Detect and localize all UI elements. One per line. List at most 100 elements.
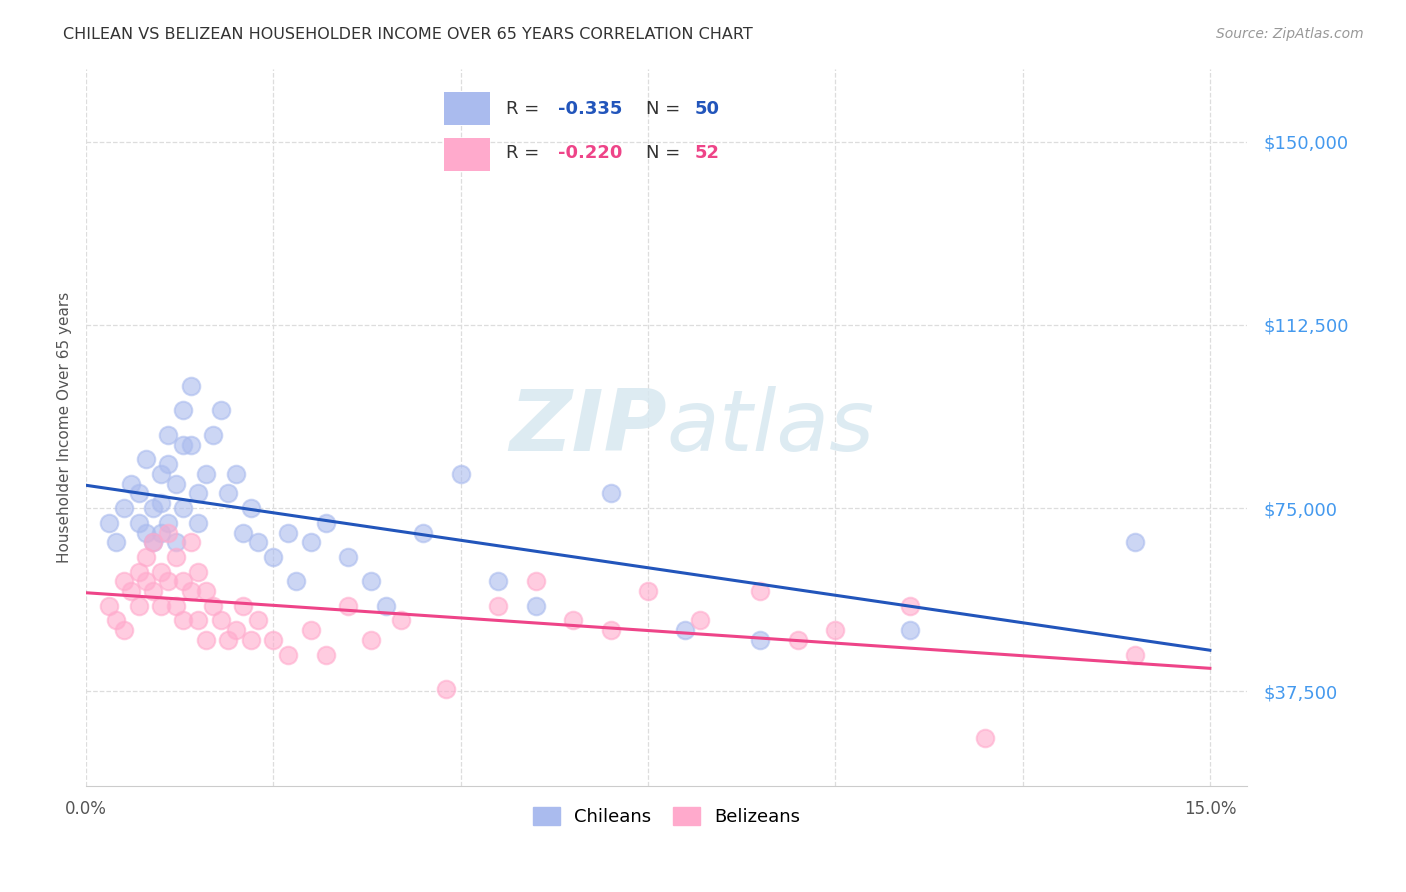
Point <box>157 457 180 471</box>
Point <box>225 467 247 481</box>
Point <box>209 614 232 628</box>
Point <box>412 525 434 540</box>
Point <box>165 549 187 564</box>
Point <box>142 501 165 516</box>
Point <box>299 535 322 549</box>
Point <box>194 467 217 481</box>
Point <box>637 584 659 599</box>
Point <box>486 574 509 589</box>
Point <box>202 427 225 442</box>
Point <box>217 632 239 647</box>
Point <box>337 549 360 564</box>
Point <box>172 574 194 589</box>
Point <box>337 599 360 613</box>
Point <box>180 437 202 451</box>
Point <box>120 584 142 599</box>
Point <box>374 599 396 613</box>
Point <box>232 599 254 613</box>
Point <box>105 535 128 549</box>
Point <box>389 614 412 628</box>
Point <box>187 614 209 628</box>
Point <box>150 565 173 579</box>
Point <box>172 614 194 628</box>
Point <box>157 525 180 540</box>
Point <box>247 614 270 628</box>
Point <box>486 599 509 613</box>
Point <box>180 535 202 549</box>
Point <box>112 501 135 516</box>
Point <box>898 599 921 613</box>
Point <box>599 486 621 500</box>
Point <box>172 437 194 451</box>
Point <box>120 476 142 491</box>
Legend: Chileans, Belizeans: Chileans, Belizeans <box>524 797 810 835</box>
Point <box>524 574 547 589</box>
Point <box>239 501 262 516</box>
Point <box>562 614 585 628</box>
Text: CHILEAN VS BELIZEAN HOUSEHOLDER INCOME OVER 65 YEARS CORRELATION CHART: CHILEAN VS BELIZEAN HOUSEHOLDER INCOME O… <box>63 27 754 42</box>
Point <box>150 467 173 481</box>
Point <box>689 614 711 628</box>
Point <box>112 574 135 589</box>
Point <box>142 535 165 549</box>
Point <box>112 623 135 637</box>
Point <box>194 584 217 599</box>
Point <box>360 632 382 647</box>
Point <box>142 584 165 599</box>
Point <box>209 403 232 417</box>
Point <box>315 648 337 662</box>
Point <box>675 623 697 637</box>
Point <box>262 549 284 564</box>
Point <box>599 623 621 637</box>
Point <box>450 467 472 481</box>
Point <box>135 525 157 540</box>
Point <box>786 632 808 647</box>
Point <box>187 486 209 500</box>
Point <box>128 599 150 613</box>
Point <box>150 496 173 510</box>
Point <box>299 623 322 637</box>
Point <box>434 681 457 696</box>
Point <box>105 614 128 628</box>
Point <box>180 379 202 393</box>
Point <box>157 427 180 442</box>
Point <box>824 623 846 637</box>
Point <box>194 632 217 647</box>
Point <box>135 452 157 467</box>
Point <box>202 599 225 613</box>
Point <box>262 632 284 647</box>
Point <box>135 549 157 564</box>
Point <box>172 403 194 417</box>
Point <box>97 599 120 613</box>
Y-axis label: Householder Income Over 65 years: Householder Income Over 65 years <box>58 292 72 563</box>
Point <box>524 599 547 613</box>
Point <box>239 632 262 647</box>
Point <box>225 623 247 637</box>
Point <box>187 516 209 530</box>
Point <box>749 584 772 599</box>
Point <box>180 584 202 599</box>
Point <box>150 525 173 540</box>
Point <box>284 574 307 589</box>
Point <box>315 516 337 530</box>
Point <box>157 516 180 530</box>
Point <box>277 648 299 662</box>
Point <box>165 599 187 613</box>
Point <box>97 516 120 530</box>
Point <box>232 525 254 540</box>
Point <box>157 574 180 589</box>
Point <box>749 632 772 647</box>
Point <box>247 535 270 549</box>
Point <box>128 516 150 530</box>
Point <box>277 525 299 540</box>
Point <box>217 486 239 500</box>
Point <box>128 565 150 579</box>
Point <box>142 535 165 549</box>
Point <box>150 599 173 613</box>
Point <box>165 535 187 549</box>
Point <box>1123 535 1146 549</box>
Point <box>1123 648 1146 662</box>
Text: Source: ZipAtlas.com: Source: ZipAtlas.com <box>1216 27 1364 41</box>
Text: ZIP: ZIP <box>509 386 666 469</box>
Point <box>187 565 209 579</box>
